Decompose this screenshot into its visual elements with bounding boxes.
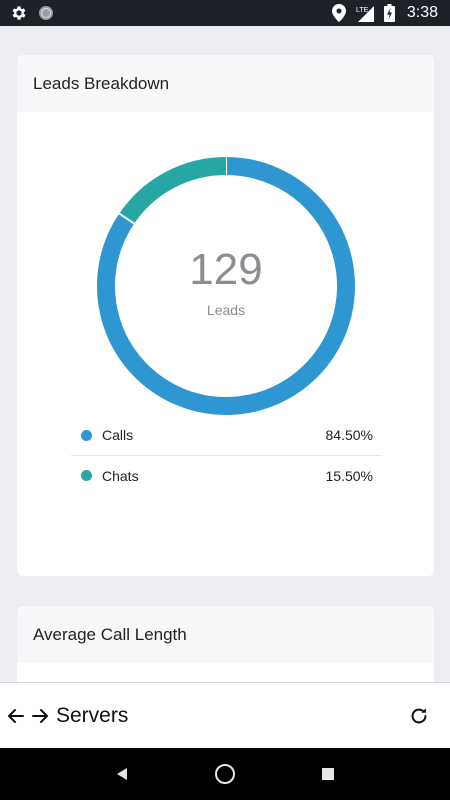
circle-icon [38,5,54,21]
dashboard-content[interactable]: Leads Breakdown 129 Leads Calls 84.50% C… [0,26,450,682]
status-right: LTE 3:38 [331,4,438,22]
donut-total-value: 129 [189,245,263,294]
arrow-right-icon [32,708,48,723]
donut-slice-chats [119,157,227,224]
donut-slice-separator [117,212,136,225]
donut-caption: Leads [206,302,246,318]
legend-row-chats: Chats 15.50% [71,455,381,495]
recents-square-icon [322,768,335,780]
back-button[interactable] [4,696,28,736]
app-title: Servers [56,703,129,727]
legend-label: Chats [102,467,139,484]
legend-key: Calls [81,427,133,443]
location-icon [331,4,346,22]
signal-icon: LTE [354,4,376,22]
legend-dot-calls [81,429,92,441]
refresh-button[interactable] [406,703,432,729]
card-title: Average Call Length [17,606,434,663]
arrow-left-icon [8,708,24,723]
android-back-button[interactable] [102,754,142,794]
status-left [10,4,54,22]
forward-button[interactable] [28,696,52,736]
legend-dot-chats [81,470,92,481]
status-time: 3:38 [406,4,438,21]
gear-icon [10,4,28,22]
legend-row-calls: Calls 84.50% [71,415,381,455]
legend-value: 84.50% [325,427,373,443]
leads-breakdown-card: Leads Breakdown 129 Leads Calls 84.50% C… [17,55,434,576]
app-bar-left: Servers [4,696,128,736]
donut-center: 129 Leads [95,155,357,417]
battery-charging-icon [383,4,395,22]
android-recents-button[interactable] [308,754,348,794]
donut-slice-calls [97,157,355,415]
android-home-button[interactable] [205,754,245,794]
back-triangle-icon [116,768,127,780]
legend-value: 15.50% [325,467,373,484]
status-bar: LTE 3:38 [0,0,450,26]
android-nav-bar [0,748,450,800]
donut-svg [97,156,355,415]
home-circle-icon [214,764,235,784]
card-title: Leads Breakdown [17,55,434,112]
network-type-label: LTE [356,7,369,14]
average-call-length-card: Average Call Length [17,606,434,682]
legend-key: Chats [81,468,139,484]
chart-legend: Calls 84.50% Chats 15.50% [71,415,381,495]
app-bar: Servers [0,682,450,748]
refresh-icon [411,707,427,723]
legend-label: Calls [102,427,134,443]
leads-donut-chart: 129 Leads [95,155,357,417]
